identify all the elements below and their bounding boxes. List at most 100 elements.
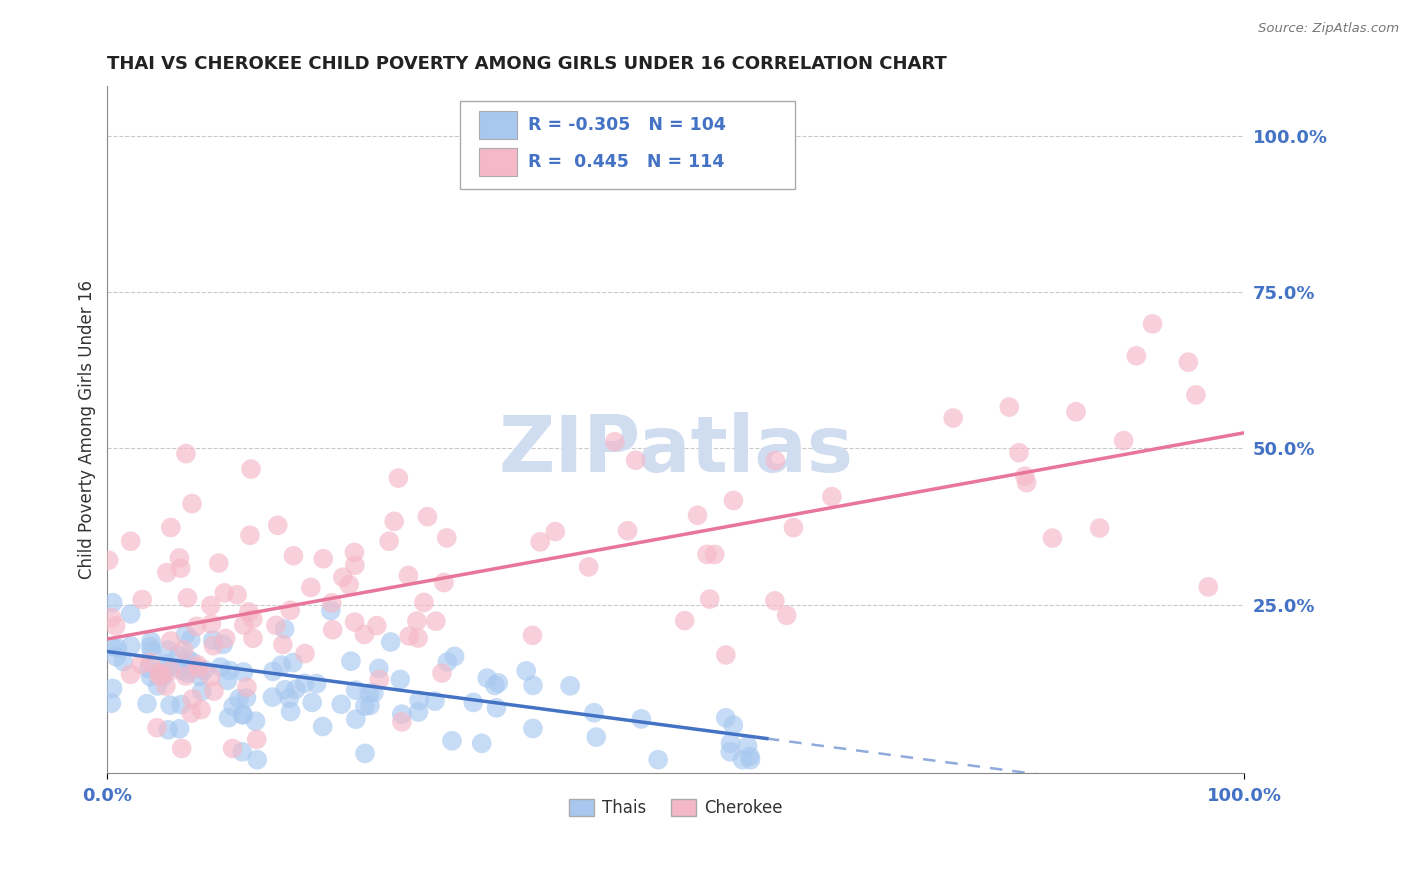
Point <box>319 604 342 618</box>
Point <box>344 683 367 698</box>
Point <box>408 693 430 707</box>
Bar <box>479 112 517 138</box>
Point <box>180 632 202 647</box>
Point <box>343 558 366 573</box>
Point <box>380 635 402 649</box>
Point <box>172 664 194 678</box>
Point <box>382 514 405 528</box>
Point <box>200 599 222 613</box>
Point <box>408 705 430 719</box>
Point <box>718 745 741 759</box>
Point <box>155 679 177 693</box>
Point <box>232 665 254 679</box>
Point <box>139 634 162 648</box>
Point <box>209 660 232 674</box>
Point <box>176 591 198 605</box>
Point <box>560 679 582 693</box>
Point <box>187 657 209 672</box>
Point <box>1177 355 1199 369</box>
Point <box>368 673 391 687</box>
Point <box>169 722 191 736</box>
Point <box>425 614 447 628</box>
Point <box>423 694 446 708</box>
Point <box>440 733 463 747</box>
Point <box>280 705 302 719</box>
Point <box>740 753 762 767</box>
Point <box>1112 434 1135 448</box>
Point <box>387 471 409 485</box>
Point <box>273 622 295 636</box>
Point <box>200 616 222 631</box>
Point <box>186 619 208 633</box>
Point <box>214 586 236 600</box>
Point <box>673 614 696 628</box>
Point <box>359 686 381 700</box>
Point <box>173 643 195 657</box>
Point <box>1088 521 1111 535</box>
Point <box>200 670 222 684</box>
Point <box>228 691 250 706</box>
Point <box>283 549 305 563</box>
Point <box>120 667 142 681</box>
Point <box>148 669 170 683</box>
Point <box>1125 349 1147 363</box>
Point <box>174 627 197 641</box>
Point <box>630 712 652 726</box>
Point <box>232 707 254 722</box>
Point <box>321 596 343 610</box>
Point <box>176 651 198 665</box>
Point <box>396 568 419 582</box>
Point <box>616 524 638 538</box>
Point <box>330 698 353 712</box>
Point <box>281 656 304 670</box>
Point <box>236 680 259 694</box>
Point <box>201 633 224 648</box>
Point <box>696 548 718 562</box>
Point <box>353 627 375 641</box>
Point <box>998 400 1021 414</box>
Point <box>312 719 335 733</box>
Point <box>782 521 804 535</box>
Point <box>139 656 162 670</box>
Point <box>278 603 301 617</box>
Point <box>170 698 193 712</box>
Point <box>529 534 551 549</box>
Point <box>416 509 439 524</box>
Point <box>242 632 264 646</box>
Point <box>1015 475 1038 490</box>
Point <box>181 497 204 511</box>
Point <box>104 619 127 633</box>
Point <box>112 655 135 669</box>
Point <box>217 673 239 688</box>
Point <box>235 690 257 705</box>
Point <box>262 690 284 704</box>
Point <box>278 691 301 706</box>
Point <box>226 588 249 602</box>
Point <box>129 657 152 672</box>
Point <box>245 714 267 729</box>
Point <box>174 447 197 461</box>
Point <box>1008 445 1031 459</box>
Point <box>406 614 429 628</box>
Point <box>406 631 429 645</box>
Point <box>340 654 363 668</box>
Point <box>544 524 567 539</box>
Point <box>212 637 235 651</box>
Point <box>214 632 236 646</box>
Point <box>218 664 240 678</box>
Point <box>170 561 193 575</box>
Point <box>105 640 128 655</box>
Point <box>246 732 269 747</box>
Point <box>101 681 124 696</box>
Point <box>484 678 506 692</box>
Point <box>180 706 202 720</box>
Point <box>337 577 360 591</box>
Point <box>284 682 307 697</box>
Point <box>294 647 316 661</box>
Point <box>240 462 263 476</box>
Point <box>159 634 181 648</box>
Point <box>305 676 328 690</box>
Point <box>169 551 191 566</box>
Text: R =  0.445   N = 114: R = 0.445 N = 114 <box>529 153 724 171</box>
Point <box>139 640 162 654</box>
